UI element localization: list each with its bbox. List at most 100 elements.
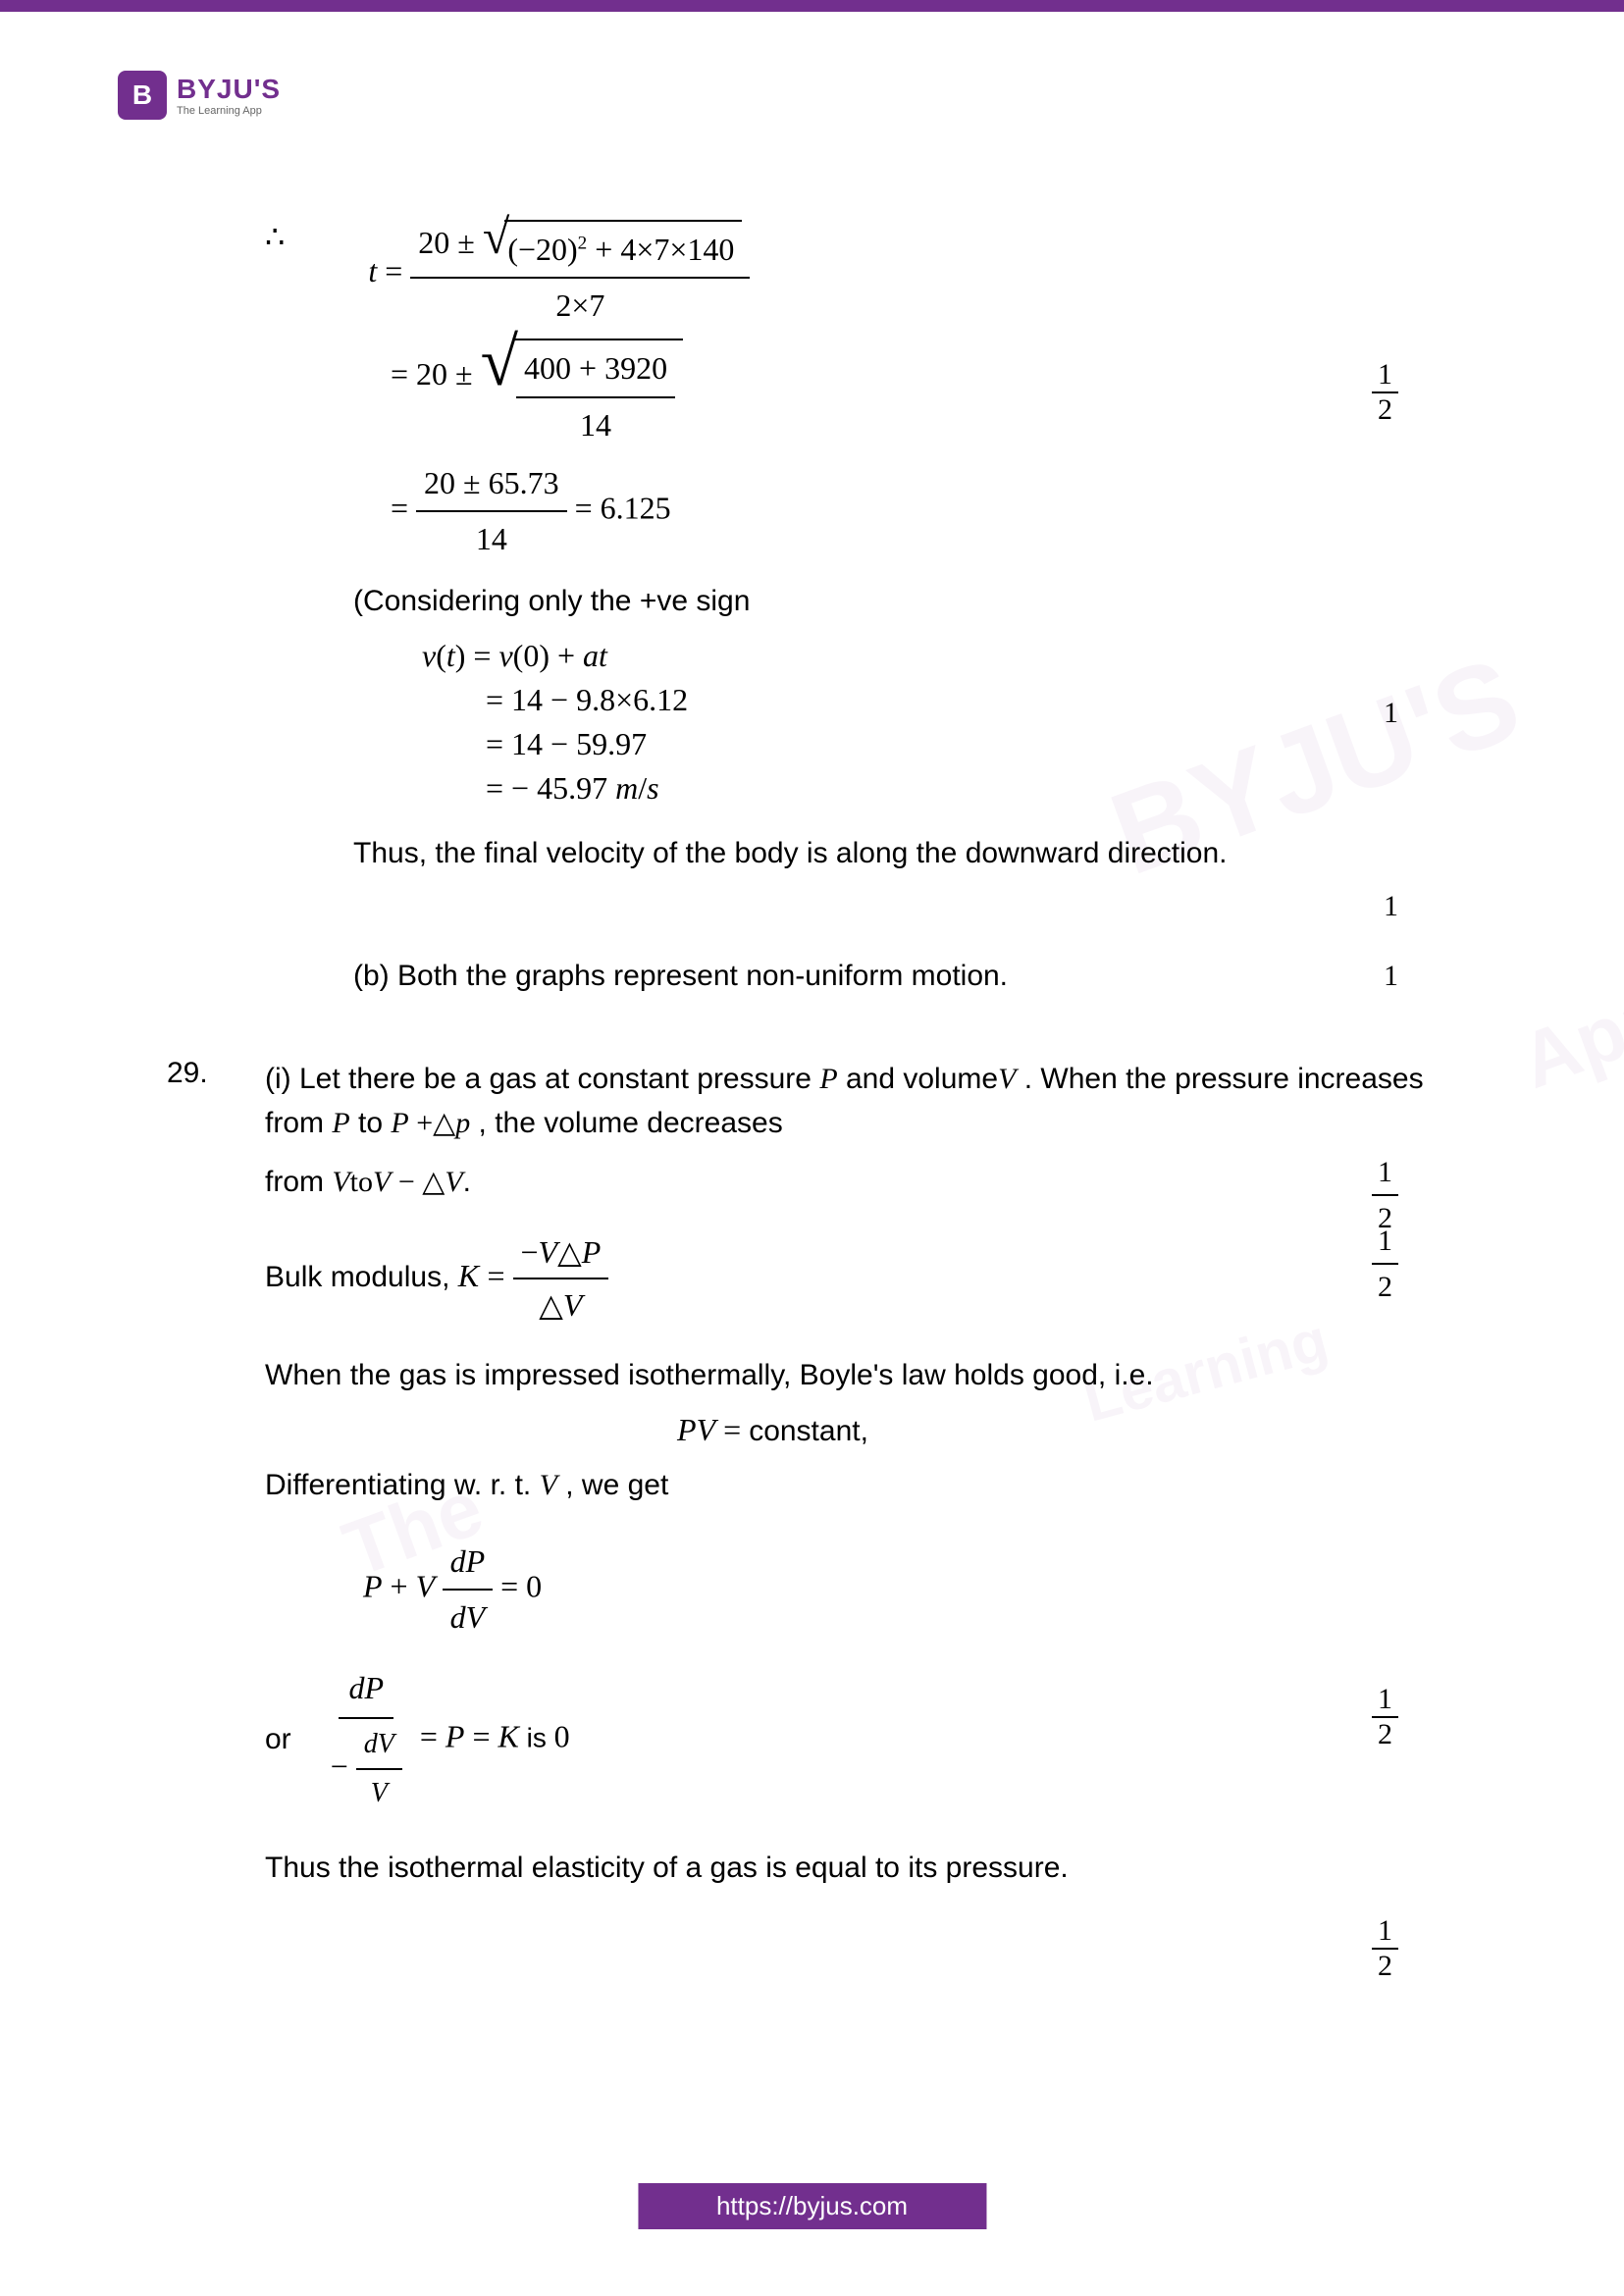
therefore-symbol: ∴ [265,218,285,255]
text: Differentiating w. r. t. [265,1469,540,1501]
marks-den: 2 [1372,1718,1398,1751]
math-expression: = 20 ± 65.73 14 = 6.125 [391,458,671,564]
math-expression: P + V dP dV = 0 [363,1537,542,1643]
fraction: 400 + 3920 14 [516,343,675,449]
var-K: K [458,1258,479,1293]
denominator: 14 [572,398,619,450]
equation-velocity-2: = 14 − 9.8×6.12 [486,682,1428,718]
top-accent-bar [0,0,1624,12]
fraction: 20 ± 65.73 14 [416,458,567,564]
conclusion-velocity: Thus, the final velocity of the body is … [353,831,1428,875]
equals: = [385,253,402,288]
page-container: BYJU'S App Learning The B BYJU'S The Lea… [0,12,1624,2249]
pv-constant: PV = constant, [118,1412,1428,1448]
numerator: 400 + 3920 [516,343,675,397]
text: to [350,1107,392,1139]
final-marks-row: 1 2 [265,1905,1428,1973]
text: from [265,1166,332,1198]
equals: = [487,1258,512,1293]
q29-conclusion: Thus the isothermal elasticity of a gas … [265,1846,1428,1890]
numerator: −V△P [513,1228,609,1279]
marks-den: 2 [1372,1265,1398,1309]
numerator: 20 ± √ (−20)2 + 4×7×140 [410,218,750,279]
text: (b) Both the graphs represent non-unifor… [353,960,1008,992]
q29-intro: (i) Let there be a gas at constant press… [265,1057,1428,1145]
var-V: V [998,1063,1016,1095]
math-expression: t = 20 ± √ (−20)2 + 4×7×140 2×7 [368,218,750,331]
marks: 1 2 [1372,1219,1398,1309]
marks: 1 [1384,954,1398,998]
marks: 1 [1384,890,1398,923]
marks: 1 [1384,697,1398,730]
q29-from-line: from VtoV − △V. 1 2 [265,1160,1428,1204]
marks-num: 1 [1372,1914,1398,1950]
equation-velocity-4: = − 45.97 m/s [486,770,1428,807]
marks: 1 2 [1372,1683,1398,1751]
marks-num: 1 [1372,1150,1398,1196]
marks-den: 2 [1372,1950,1398,1983]
text: (−20) [507,232,577,267]
text: Thus, the final velocity of the body is … [353,837,1228,869]
text: + 4×7×140 [587,232,734,267]
text: Bulk modulus, [265,1261,458,1293]
or-label: or [265,1723,291,1756]
inner-fraction: dV V [356,1723,402,1817]
fraction: −V△P △V [513,1228,609,1329]
equation-line3: = 20 ± 65.73 14 = 6.125 [265,458,1428,564]
text: constant, [749,1415,868,1447]
math-expression: = 20 ± √ 400 + 3920 14 [391,339,683,449]
marks-row: 1 [265,890,1428,939]
question-29: 29. (i) Let there be a gas at constant p… [265,1057,1428,1973]
marks: 1 2 [1372,358,1398,427]
text: is [519,1722,554,1752]
q29-bulk-modulus: Bulk modulus, K = −V△P △V 1 2 [265,1228,1428,1329]
marks: 1 2 [1372,1914,1398,1983]
denominator: 14 [468,512,515,564]
sqrt: √ 400 + 3920 14 [481,339,683,449]
brand-tagline: The Learning App [177,105,281,117]
q29-isothermal: When the gas is impressed isothermally, … [265,1353,1428,1397]
text: , we get [557,1469,668,1501]
equation-quadratic: ∴ t = 20 ± √ (−20)2 + 4×7×140 2×7 [265,218,1428,331]
numerator: 20 ± 65.73 [416,458,567,512]
note-considering: (Considering only the +ve sign [353,579,1428,623]
fraction: 20 ± √ (−20)2 + 4×7×140 2×7 [410,218,750,331]
inner-den: V [363,1770,395,1816]
denominator: dV [443,1591,494,1643]
sqrt-body: 400 + 3920 14 [513,339,683,449]
question-number: 29. [167,1057,208,1090]
equation-line2: = 20 ± √ 400 + 3920 14 1 2 [265,339,1428,449]
equation-velocity-3: = 14 − 59.97 [486,726,1428,762]
logo-text: BYJU'S The Learning App [177,74,281,117]
nested-fraction: dP − dV V [321,1663,412,1817]
denominator: − dV V [321,1719,412,1817]
fraction: dP dV [443,1537,494,1643]
marks-den: 2 [1372,393,1398,427]
brand-name: BYJU'S [177,74,281,105]
sqrt-body: (−20)2 + 4×7×140 [504,220,742,275]
text: 0 [554,1718,570,1753]
denominator: 2×7 [548,279,612,331]
marks-num: 1 [1372,358,1398,393]
var-t: t [368,253,377,288]
text: 20 ± [418,225,475,260]
main-content: ∴ t = 20 ± √ (−20)2 + 4×7×140 2×7 [118,218,1506,1973]
var-P: P [332,1107,349,1139]
watermark: App [1509,969,1624,1107]
sqrt: √ (−20)2 + 4×7×140 [483,220,743,275]
marks-num: 1 [1372,1683,1398,1718]
numerator: dP [339,1663,393,1719]
footer-url: https://byjus.com [638,2183,986,2229]
math-expression: dP − dV V = P = K is 0 [321,1663,570,1817]
var-V: V [540,1469,557,1501]
brand-logo: B BYJU'S The Learning App [118,71,1506,120]
differential-equation: P + V dP dV = 0 [363,1537,1428,1643]
minus: − [331,1748,348,1784]
equation-velocity-1: v(t) = v(0) + at [422,638,1428,674]
inner-num: dV [356,1723,402,1771]
marks-num: 1 [1372,1219,1398,1265]
q29-differentiating: Differentiating w. r. t. V , we get [265,1463,1428,1507]
logo-icon: B [118,71,167,120]
result: = 6.125 [575,490,671,525]
text: = 20 ± [391,356,473,391]
